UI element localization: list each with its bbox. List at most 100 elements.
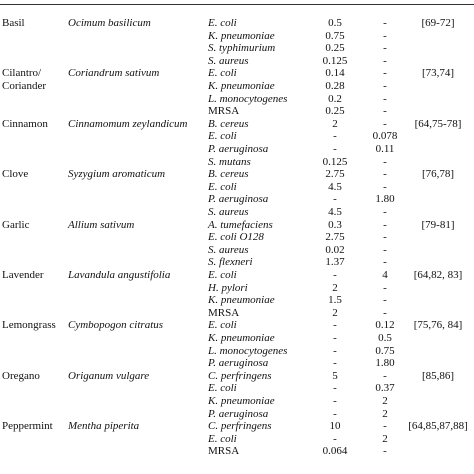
value-2: - xyxy=(383,117,387,130)
scientific-name: Ocimum basilicum xyxy=(68,17,151,29)
top-rule xyxy=(0,4,474,5)
value-1: 2 xyxy=(332,117,338,130)
organism: P. aeruginosa xyxy=(208,357,269,370)
organism: K. pneumoniae xyxy=(208,80,275,92)
value-2: 0.5 xyxy=(378,332,392,344)
value-2: - xyxy=(383,281,387,294)
value-2: 0.37 xyxy=(375,382,395,395)
common-name: Peppermint xyxy=(2,420,53,433)
value-2: - xyxy=(383,92,387,105)
value-2: - xyxy=(383,306,387,319)
common-name: Cinnamon xyxy=(2,117,48,130)
common-name: Garlic xyxy=(2,218,30,231)
organism: E. coli xyxy=(208,382,237,395)
value-2: - xyxy=(383,180,387,193)
value-1: 1.37 xyxy=(325,256,345,269)
value-1: - xyxy=(333,193,337,206)
organism: E. coli xyxy=(208,269,237,281)
value-2: - xyxy=(383,294,387,307)
organism: A. tumefaciens xyxy=(208,218,273,231)
value-1: 0.125 xyxy=(322,155,348,168)
value-1: - xyxy=(333,332,337,344)
organism: MRSA xyxy=(208,445,240,458)
value-2: - xyxy=(383,54,387,67)
organism: S. mutans xyxy=(208,155,251,168)
organism: C. perfringens xyxy=(208,420,272,433)
value-1: 0.02 xyxy=(325,243,345,256)
organism: E. coli xyxy=(208,180,237,193)
organism: P. aeruginosa xyxy=(208,143,269,155)
scientific-name: Syzygium aromaticum xyxy=(68,168,166,181)
value-2: 2 xyxy=(382,395,388,407)
value-2: 1.80 xyxy=(375,193,395,206)
value-1: - xyxy=(333,382,337,395)
value-2: 2 xyxy=(382,432,388,445)
value-2: 0.12 xyxy=(375,319,395,332)
reference: [75,76, 84] xyxy=(413,319,463,332)
value-2: - xyxy=(383,445,387,458)
organism: E. coli xyxy=(208,130,237,143)
organism: MRSA xyxy=(208,105,240,118)
value-2: - xyxy=(383,420,387,433)
value-1: 2 xyxy=(332,281,338,294)
value-1: - xyxy=(333,395,337,407)
organism: L. monocytogenes xyxy=(208,92,288,105)
organism: K. pneumoniae xyxy=(208,332,275,344)
value-1: 0.25 xyxy=(325,42,345,55)
common-name: Clove xyxy=(2,168,29,181)
value-2: - xyxy=(383,206,387,218)
organism: MRSA xyxy=(208,306,240,319)
organism: E. coli xyxy=(208,319,237,332)
reference: [76,78] xyxy=(421,168,455,181)
value-1: 4.5 xyxy=(328,206,342,218)
value-1: 0.25 xyxy=(325,105,345,118)
organism: K. pneumoniae xyxy=(208,294,275,307)
value-1: - xyxy=(333,319,337,332)
value-2: - xyxy=(383,369,387,382)
value-1: 5 xyxy=(332,369,338,382)
value-1: 0.064 xyxy=(322,445,348,458)
organism: S. typhimurium xyxy=(208,42,276,55)
value-1: - xyxy=(333,269,337,281)
value-1: 0.3 xyxy=(328,218,342,231)
organism: P. aeruginosa xyxy=(208,407,269,420)
reference: [79-81] xyxy=(421,218,455,231)
organism: B. cereus xyxy=(208,117,249,130)
value-1: 1.5 xyxy=(328,294,342,307)
value-1: 0.2 xyxy=(328,92,342,105)
organism: E. coli xyxy=(208,432,237,445)
reference: [73,74] xyxy=(421,67,455,80)
value-2: 0.75 xyxy=(375,344,395,357)
organism: H. pylori xyxy=(208,281,248,294)
organism: E. coli xyxy=(208,67,237,80)
scientific-name: Lavandula angustifolia xyxy=(68,269,171,281)
value-1: 0.5 xyxy=(328,17,342,29)
value-2: - xyxy=(383,218,387,231)
organism: S. flexneri xyxy=(208,256,253,269)
common-name: Cilantro/ Coriander xyxy=(2,67,46,93)
common-name: Basil xyxy=(2,17,25,29)
value-2: - xyxy=(383,105,387,118)
value-1: - xyxy=(333,407,337,420)
scientific-name: Origanum vulgare xyxy=(68,369,150,382)
common-name: Oregano xyxy=(2,369,40,382)
value-2: - xyxy=(383,29,387,42)
value-1: 2 xyxy=(332,306,338,319)
reference: [85,86] xyxy=(421,369,455,382)
value-2: 0.078 xyxy=(372,130,398,143)
organism: S. aureus xyxy=(208,54,249,67)
scientific-name: Cinnamomum zeylandicum xyxy=(68,117,188,130)
value-1: - xyxy=(333,344,337,357)
common-name: Lavender xyxy=(2,269,44,281)
value-2: 2 xyxy=(382,407,388,420)
value-1: 4.5 xyxy=(328,180,342,193)
value-2: - xyxy=(383,67,387,80)
value-2: 4 xyxy=(382,269,388,281)
scientific-name: Cymbopogon citratus xyxy=(68,319,164,332)
organism: P. aeruginosa xyxy=(208,193,269,206)
organism: K. pneumoniae xyxy=(208,29,275,42)
organism: L. monocytogenes xyxy=(208,344,288,357)
organism: C. perfringens xyxy=(208,369,272,382)
value-1: - xyxy=(333,130,337,143)
